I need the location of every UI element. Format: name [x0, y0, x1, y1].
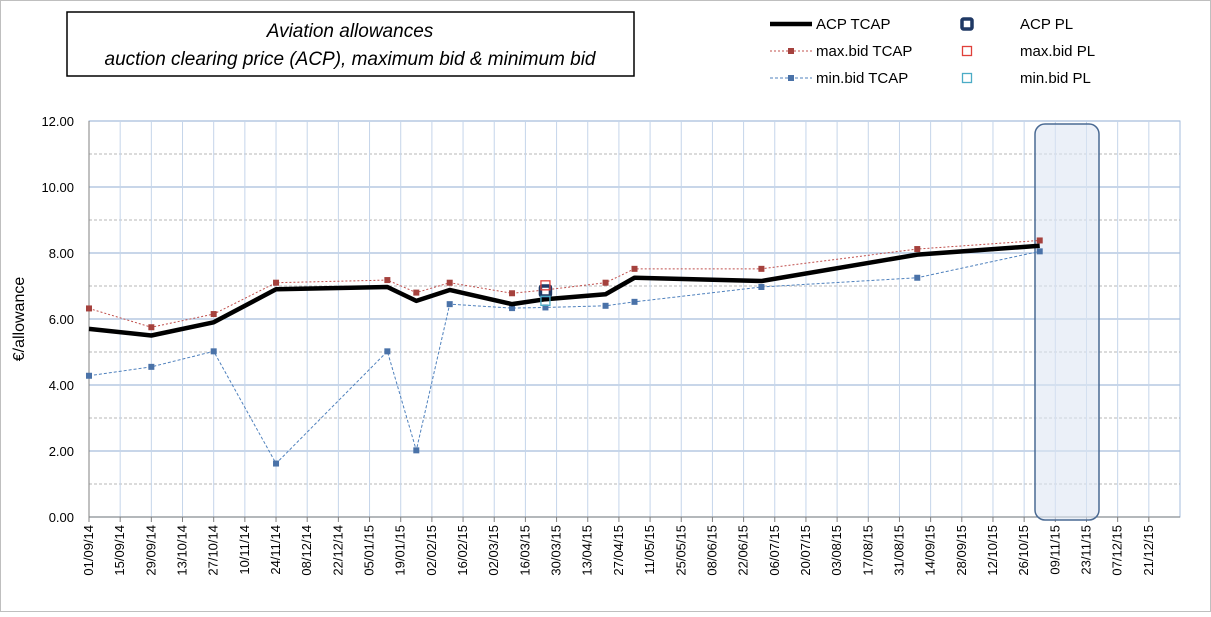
legend-label: max.bid TCAP	[816, 43, 912, 60]
y-tick-label: 10.00	[41, 180, 74, 195]
marker	[148, 363, 155, 370]
marker	[1036, 237, 1043, 244]
y-tick-label: 8.00	[49, 246, 74, 261]
x-tick-label: 27/10/14	[206, 525, 221, 576]
marker	[914, 246, 921, 253]
x-tick-label: 20/07/15	[798, 525, 813, 576]
marker	[960, 17, 974, 31]
marker	[788, 48, 794, 54]
x-tick-label: 17/08/15	[860, 525, 875, 576]
marker	[148, 324, 155, 331]
series-line	[88, 243, 1040, 338]
x-tick-label: 15/09/14	[112, 525, 127, 576]
x-tick-label: 06/07/15	[767, 525, 782, 576]
x-tick-label: 27/04/15	[611, 525, 626, 576]
x-tick-label: 10/11/14	[237, 525, 252, 575]
x-tick-label: 21/12/15	[1141, 525, 1156, 576]
marker	[602, 302, 609, 309]
x-tick-label: 16/03/15	[517, 525, 532, 576]
marker	[538, 284, 553, 298]
legend: ACP TCAP max.bid TCAP min.bid TCAP ACP PL ma…	[770, 16, 1095, 87]
highlight-box	[1034, 123, 1100, 521]
marker	[273, 279, 280, 286]
x-tick-label: 05/01/15	[362, 525, 377, 576]
marker	[961, 72, 973, 84]
x-tick-label: 16/02/15	[455, 525, 470, 576]
marker	[413, 289, 420, 296]
marker	[540, 280, 551, 291]
marker	[509, 290, 516, 297]
legend-label: max.bid PL	[1020, 43, 1095, 60]
x-tick-label: 02/03/15	[486, 525, 501, 576]
marker	[758, 265, 765, 272]
marker	[788, 75, 794, 81]
x-tick-label: 24/11/14	[268, 525, 283, 575]
x-tick-label: 22/06/15	[736, 525, 751, 576]
marker	[914, 274, 921, 281]
marker	[631, 265, 638, 272]
marker	[384, 348, 391, 355]
chart-subtitle: auction clearing price (ACP), maximum bi…	[105, 49, 597, 70]
x-tick-label: 28/09/15	[954, 525, 969, 576]
x-tick-label: 11/05/15	[642, 525, 657, 575]
marks	[86, 237, 1043, 467]
marker	[210, 348, 217, 355]
series-line	[88, 239, 1040, 328]
x-tick-label: 30/03/15	[549, 525, 564, 576]
marker	[509, 305, 516, 312]
marker	[602, 279, 609, 286]
marker	[86, 305, 92, 312]
x-tick-label: 13/04/15	[580, 525, 595, 576]
series-line	[88, 250, 1040, 465]
x-tick-label: 19/01/15	[393, 525, 408, 576]
x-tick-label: 14/09/15	[923, 525, 938, 576]
marker	[961, 45, 973, 57]
marker	[631, 298, 638, 305]
legend-label: ACP PL	[1020, 16, 1073, 33]
x-tick-label: 22/12/14	[330, 525, 345, 576]
x-tick-label: 07/12/15	[1110, 525, 1125, 576]
x-tick-label: 12/10/15	[985, 525, 1000, 576]
legend-label: ACP TCAP	[816, 16, 890, 33]
chart-title: Aviation allowances	[266, 21, 434, 42]
x-tick-label: 26/10/15	[1016, 525, 1031, 576]
marker	[1036, 248, 1043, 255]
legend-label: min.bid PL	[1020, 70, 1091, 87]
grid: 0.00 2.00 4.00 6.00 8.00 10.00 12.00 01/09/14 15…	[41, 114, 1181, 576]
y-axis-label: €/allowance	[11, 277, 28, 362]
marker	[540, 295, 551, 307]
title-box	[66, 11, 635, 77]
marker	[446, 279, 453, 286]
x-tick-label: 08/06/15	[704, 525, 719, 576]
x-tick-label: 29/09/14	[143, 525, 158, 576]
marker	[384, 277, 391, 284]
x-tick-label: 13/10/14	[175, 525, 190, 576]
y-tick-label: 2.00	[49, 444, 74, 459]
marker	[758, 283, 765, 290]
marker	[210, 311, 217, 318]
x-tick-label: 31/08/15	[891, 525, 906, 576]
x-tick-label: 01/09/14	[81, 525, 96, 576]
marker	[413, 447, 420, 454]
y-tick-label: 0.00	[49, 510, 74, 525]
y-tick-label: 6.00	[49, 312, 74, 327]
legend-label: min.bid TCAP	[816, 70, 908, 87]
x-tick-label: 08/12/14	[299, 525, 314, 576]
marker	[86, 372, 92, 379]
marker	[446, 301, 453, 308]
x-tick-label: 03/08/15	[829, 525, 844, 576]
x-tick-label: 23/11/15	[1078, 525, 1093, 575]
x-tick-label: 09/11/15	[1047, 525, 1062, 575]
x-tick-label: 25/05/15	[673, 525, 688, 576]
marker	[273, 460, 280, 467]
marker	[542, 304, 549, 311]
y-tick-label: 4.00	[49, 378, 74, 393]
x-tick-label: 02/02/15	[424, 525, 439, 576]
y-tick-label: 12.00	[41, 114, 74, 129]
